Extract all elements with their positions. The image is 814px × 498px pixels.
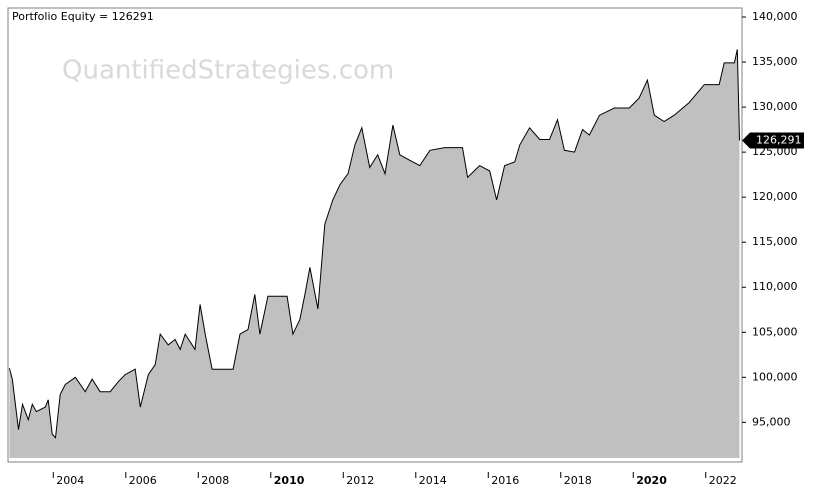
x-tick-label: 2004 xyxy=(56,474,84,487)
area-fill xyxy=(9,49,740,459)
watermark: QuantifiedStrategies.com xyxy=(62,56,394,86)
plot-area xyxy=(8,49,740,459)
x-tick-label: 2010 xyxy=(274,474,305,487)
current-value-label: 126,291 xyxy=(756,133,802,146)
y-tick-label: 100,000 xyxy=(752,370,798,383)
x-tick-label: 2014 xyxy=(419,474,447,487)
equity-line xyxy=(8,49,740,439)
y-tick-label: 135,000 xyxy=(752,55,798,68)
x-tick-label: 2006 xyxy=(129,474,157,487)
x-tick-label: 2020 xyxy=(636,474,667,487)
chart-title: Portfolio Equity = 126291 xyxy=(12,10,154,23)
y-tick-label: 130,000 xyxy=(752,100,798,113)
x-tick-label: 2016 xyxy=(491,474,519,487)
y-tick-label: 105,000 xyxy=(752,325,798,338)
x-tick-label: 2012 xyxy=(346,474,374,487)
y-tick-label: 115,000 xyxy=(752,235,798,248)
x-tick-label: 2018 xyxy=(564,474,592,487)
y-tick-label: 95,000 xyxy=(752,415,791,428)
y-tick-label: 140,000 xyxy=(752,10,798,23)
y-tick-label: 120,000 xyxy=(752,190,798,203)
current-value-marker xyxy=(742,132,804,149)
x-tick-label: 2008 xyxy=(201,474,229,487)
x-tick-label: 2022 xyxy=(709,474,737,487)
y-tick-label: 110,000 xyxy=(752,280,798,293)
